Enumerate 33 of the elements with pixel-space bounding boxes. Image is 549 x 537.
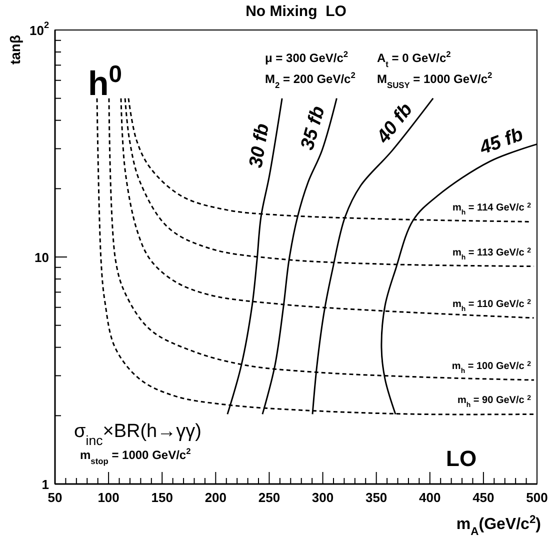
annotation: M$_{2}$ = 200 GeV/c$^{2}$ (265, 70, 356, 90)
annotation: μ = 300 GeV/c$^{2}$ (265, 49, 348, 65)
x-tick-label: 150 (151, 490, 173, 505)
annotation: M$_{SUSY}$ = 1000 GeV/c$^{2}$ (377, 70, 493, 90)
series-label: m$_{h}$ = 100 GeV/c $^{2}$ (452, 360, 532, 375)
annotation: LO (446, 446, 477, 471)
x-tick-label: 350 (365, 490, 388, 505)
annotation: m$_{stop}$ = 1000 GeV/c$^{2}$ (80, 446, 192, 466)
y-axis-title: tanβ (7, 34, 23, 65)
x-tick-label: 200 (204, 490, 227, 505)
series-label: m$_{h}$ = 113 GeV/c $^{2}$ (452, 246, 532, 261)
series-label: m$_{h}$ = 114 GeV/c $^{2}$ (452, 202, 532, 216)
annotation: h$^{0}$ (88, 60, 122, 103)
x-tick-label: 300 (312, 490, 334, 505)
x-tick-label: 500 (526, 490, 548, 505)
x-tick-label: 50 (48, 490, 62, 505)
annotation: σ$_{inc}$×BR(h→γγ) (74, 421, 202, 448)
y-tick-label: 1 (42, 476, 49, 492)
text: 40 fb (372, 98, 417, 148)
text: 35 fb (296, 104, 329, 152)
x-tick-label: 450 (472, 490, 494, 505)
text: 30 fb (245, 122, 274, 170)
x-tick-label: 400 (419, 490, 441, 505)
series-label: m$_{h}$ = 110 GeV/c $^{2}$ (452, 298, 532, 312)
x-tick-label: 100 (98, 490, 120, 505)
series-label: m$_{h}$ = 90 GeV/c $^{2}$ (457, 394, 532, 409)
y-tick-label: 10$^{2}$ (29, 20, 49, 38)
annotation: A$_{t}$ = 0 GeV/c$^{2}$ (377, 49, 452, 69)
chart-title: No Mixing LO (246, 3, 347, 20)
x-axis-title: m$_{A}$(GeV/c$^{2}$) (456, 514, 541, 537)
text: 45 fb (476, 124, 526, 160)
x-tick-label: 250 (258, 490, 280, 505)
y-tick-label: 10 (34, 250, 49, 264)
